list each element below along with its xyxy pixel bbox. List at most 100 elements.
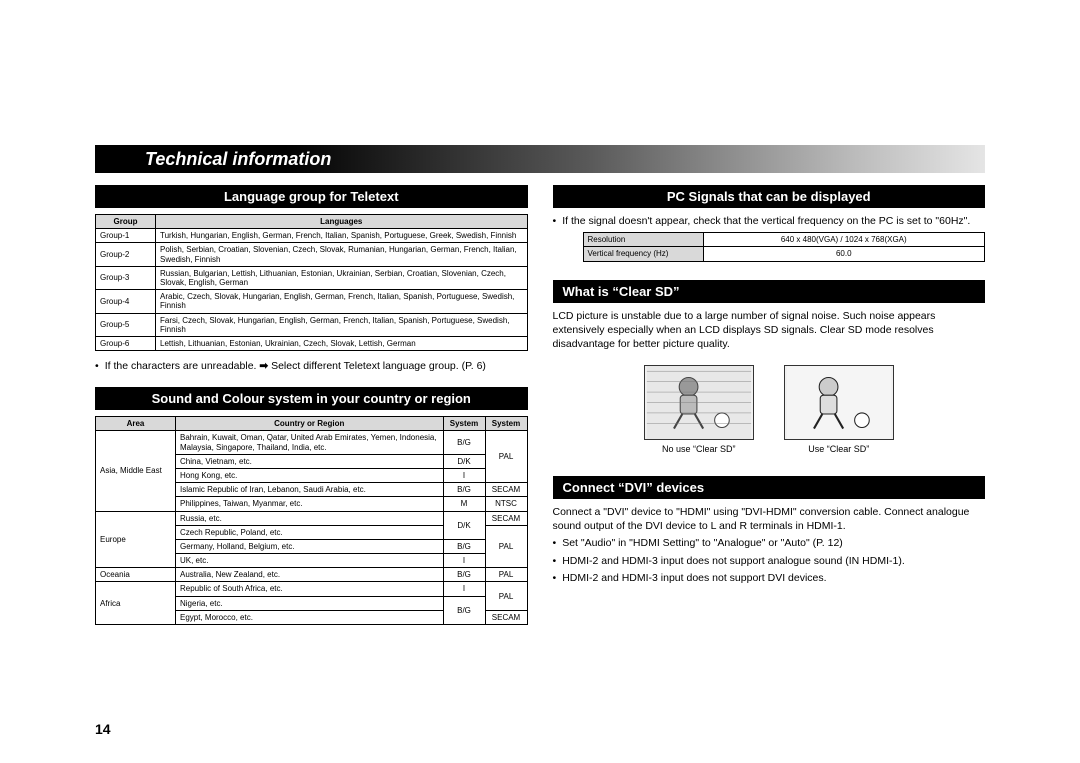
th-system1: System bbox=[443, 417, 485, 431]
teletext-table: Group Languages Group-1Turkish, Hungaria… bbox=[95, 214, 528, 351]
arrow-icon: ➡ bbox=[259, 360, 271, 372]
sound-colour-table: Area Country or Region System System Asi… bbox=[95, 416, 528, 625]
note-suffix: Select different Teletext language group… bbox=[271, 360, 486, 372]
note-prefix: If the characters are unreadable. bbox=[105, 360, 257, 372]
table-cell: I bbox=[443, 468, 485, 482]
bullet-text: Set "Audio" in "HDMI Setting" to "Analog… bbox=[562, 536, 843, 550]
table-cell: D/K bbox=[443, 511, 485, 539]
bullet-dot: • bbox=[553, 214, 557, 228]
table-cell: Group-5 bbox=[96, 313, 156, 336]
table-cell: I bbox=[443, 582, 485, 596]
table-cell: PAL bbox=[485, 582, 527, 610]
table-cell-area: Oceania bbox=[96, 568, 176, 582]
bullet-dot: • bbox=[553, 536, 557, 550]
table-cell: PAL bbox=[485, 431, 527, 483]
list-item: • Set "Audio" in "HDMI Setting" to "Analo… bbox=[553, 536, 986, 550]
pc-row-label: Resolution bbox=[583, 233, 703, 247]
page-number: 14 bbox=[95, 721, 111, 737]
section-heading-dvi: Connect “DVI” devices bbox=[553, 476, 986, 499]
table-cell: Czech Republic, Poland, etc. bbox=[176, 525, 444, 539]
table-cell: Lettish, Lithuanian, Estonian, Ukrainian… bbox=[156, 336, 528, 350]
bullet-text: HDMI-2 and HDMI-3 input does not support… bbox=[562, 554, 905, 568]
table-cell: Group-1 bbox=[96, 229, 156, 243]
table-cell: SECAM bbox=[485, 511, 527, 525]
pc-table: Resolution 640 x 480(VGA) / 1024 x 768(X… bbox=[583, 232, 986, 261]
pc-note: • If the signal doesn't appear, check th… bbox=[553, 214, 986, 228]
table-cell: UK, etc. bbox=[176, 554, 444, 568]
thumb-caption: No use “Clear SD” bbox=[644, 444, 754, 454]
th-area: Area bbox=[96, 417, 176, 431]
page: Technical information Language group for… bbox=[0, 0, 1080, 763]
page-title: Technical information bbox=[110, 145, 985, 173]
clearsd-thumbs: No use “Clear SD” Use “Clear SD” bbox=[553, 365, 986, 454]
pc-row-label: Vertical frequency (Hz) bbox=[583, 247, 703, 261]
table-cell: Hong Kong, etc. bbox=[176, 468, 444, 482]
table-cell: Group-3 bbox=[96, 266, 156, 289]
pc-row-val: 60.0 bbox=[703, 247, 985, 261]
table-cell: China, Vietnam, etc. bbox=[176, 454, 444, 468]
header-tab bbox=[95, 145, 135, 173]
table-cell: Republic of South Africa, etc. bbox=[176, 582, 444, 596]
th-languages: Languages bbox=[156, 215, 528, 229]
table-cell: Germany, Holland, Belgium, etc. bbox=[176, 539, 444, 553]
table-cell: SECAM bbox=[485, 610, 527, 624]
thumb-caption: Use “Clear SD” bbox=[784, 444, 894, 454]
pc-note-text: If the signal doesn't appear, check that… bbox=[562, 214, 970, 228]
thumb-clearsd: Use “Clear SD” bbox=[784, 365, 894, 454]
table-cell: B/G bbox=[443, 483, 485, 497]
table-cell: Group-4 bbox=[96, 290, 156, 313]
thumb-image-clean bbox=[784, 365, 894, 440]
table-cell: I bbox=[443, 554, 485, 568]
table-cell: Group-2 bbox=[96, 243, 156, 266]
section-heading-teletext: Language group for Teletext bbox=[95, 185, 528, 208]
table-cell: SECAM bbox=[485, 483, 527, 497]
section-heading-sound: Sound and Colour system in your country … bbox=[95, 387, 528, 410]
table-cell: D/K bbox=[443, 454, 485, 468]
table-cell: Islamic Republic of Iran, Lebanon, Saudi… bbox=[176, 483, 444, 497]
table-cell: Egypt, Morocco, etc. bbox=[176, 610, 444, 624]
thumb-image-noisy bbox=[644, 365, 754, 440]
table-cell: Polish, Serbian, Croatian, Slovenian, Cz… bbox=[156, 243, 528, 266]
right-column: PC Signals that can be displayed • If th… bbox=[553, 185, 986, 625]
teletext-note: • If the characters are unreadable. ➡ Se… bbox=[95, 359, 528, 373]
th-system2: System bbox=[485, 417, 527, 431]
section-heading-pc: PC Signals that can be displayed bbox=[553, 185, 986, 208]
table-cell-area: Europe bbox=[96, 511, 176, 568]
table-cell: PAL bbox=[485, 525, 527, 568]
bullet-dot: • bbox=[553, 554, 557, 568]
list-item: • HDMI-2 and HDMI-3 input does not suppor… bbox=[553, 554, 986, 568]
table-cell: Bahrain, Kuwait, Oman, Qatar, United Ara… bbox=[176, 431, 444, 454]
bullet-dot: • bbox=[553, 571, 557, 585]
table-cell: B/G bbox=[443, 596, 485, 624]
bullet-dot: • bbox=[95, 359, 99, 373]
table-cell: Group-6 bbox=[96, 336, 156, 350]
table-cell: M bbox=[443, 497, 485, 511]
table-cell: Australia, New Zealand, etc. bbox=[176, 568, 444, 582]
table-cell: B/G bbox=[443, 431, 485, 454]
th-country: Country or Region bbox=[176, 417, 444, 431]
bullet-text: HDMI-2 and HDMI-3 input does not support… bbox=[562, 571, 826, 585]
table-cell: Arabic, Czech, Slovak, Hungarian, Englis… bbox=[156, 290, 528, 313]
content-columns: Language group for Teletext Group Langua… bbox=[95, 185, 985, 625]
table-cell-area: Africa bbox=[96, 582, 176, 625]
table-cell: NTSC bbox=[485, 497, 527, 511]
table-cell: B/G bbox=[443, 568, 485, 582]
table-cell: Philippines, Taiwan, Myanmar, etc. bbox=[176, 497, 444, 511]
header: Technical information bbox=[95, 145, 985, 173]
dvi-bullets: • Set "Audio" in "HDMI Setting" to "Analo… bbox=[553, 536, 986, 585]
left-column: Language group for Teletext Group Langua… bbox=[95, 185, 528, 625]
table-cell-area: Asia, Middle East bbox=[96, 431, 176, 511]
note-text: If the characters are unreadable. ➡ Sele… bbox=[105, 359, 486, 373]
table-cell: PAL bbox=[485, 568, 527, 582]
table-cell: Russia, etc. bbox=[176, 511, 444, 525]
pc-row-val: 640 x 480(VGA) / 1024 x 768(XGA) bbox=[703, 233, 985, 247]
dvi-body: Connect a "DVI" device to "HDMI" using "… bbox=[553, 505, 986, 533]
table-cell: Russian, Bulgarian, Lettish, Lithuanian,… bbox=[156, 266, 528, 289]
th-group: Group bbox=[96, 215, 156, 229]
list-item: • HDMI-2 and HDMI-3 input does not suppor… bbox=[553, 571, 986, 585]
table-cell: Nigeria, etc. bbox=[176, 596, 444, 610]
section-heading-clearsd: What is “Clear SD” bbox=[553, 280, 986, 303]
thumb-no-clearsd: No use “Clear SD” bbox=[644, 365, 754, 454]
table-cell: B/G bbox=[443, 539, 485, 553]
table-cell: Turkish, Hungarian, English, German, Fre… bbox=[156, 229, 528, 243]
